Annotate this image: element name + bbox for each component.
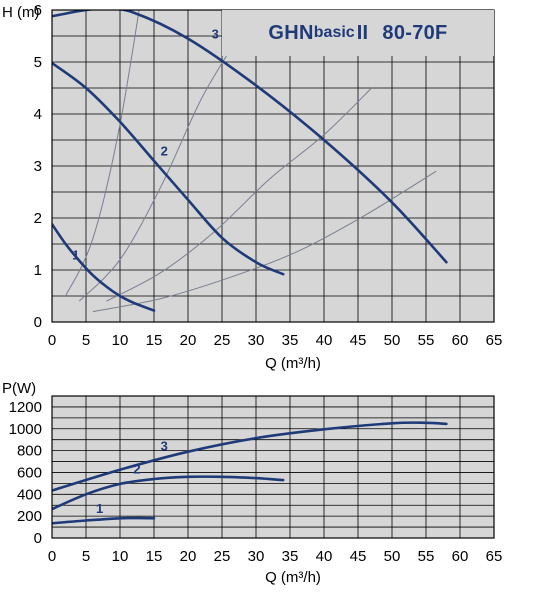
panel1-y-tick-label: 2 [34,210,42,227]
panel1-y-tick-label: 1 [34,262,42,279]
panel2-x-tick-label: 60 [452,548,469,565]
panel1-series-3-label: 3 [212,27,219,42]
panel2-y-tick-label: 400 [17,486,42,503]
panel2-x-tick-label: 0 [48,548,56,565]
panel2-x-tick-label: 35 [282,548,299,565]
panel2-x-tick-label: 65 [486,548,503,565]
title-model-a: GHN [268,21,314,44]
panel1-x-tick-label: 65 [486,332,503,349]
panel2-x-tick-label: 50 [384,548,401,565]
panel1-series-2-label: 2 [161,144,168,159]
chart-title: GHN basic II 80-70F [222,10,494,56]
panel2-series-3-curve [52,421,448,492]
panel1-x-axis-label: Q (m³/h) [265,355,321,372]
panel2-x-tick-label: 20 [180,548,197,565]
panel2-x-tick-label: 30 [248,548,265,565]
panel1-x-tick-label: 55 [418,332,435,349]
panel2-y-tick-label: 1000 [9,421,42,438]
panel1-y-axis-label: H (m) [2,4,40,21]
title-model-b: basic [313,24,355,41]
panel2-series-1-label: 1 [96,501,103,516]
panel1-x-tick-label: 35 [282,332,299,349]
panel2-x-axis-label: Q (m³/h) [265,569,321,586]
panel2-y-tick-label: 600 [17,464,42,481]
system-curve [78,35,240,302]
panel1-y-tick-label: 4 [34,106,42,123]
panel1-y-tick-label: 6 [34,2,42,19]
panel2-x-tick-label: 55 [418,548,435,565]
panel1-y-tick-label: 5 [34,54,42,71]
panel2-y-tick-label: 1200 [9,399,42,416]
panel1-x-tick-label: 10 [112,332,129,349]
panel1-series-2-curve [52,61,285,276]
panel1-x-tick-label: 0 [48,332,56,349]
panel1-x-tick-label: 45 [350,332,367,349]
panel2-series-2-label: 2 [133,462,140,477]
panel1-x-tick-label: 40 [316,332,333,349]
panel2-x-tick-label: 5 [82,548,90,565]
panel2-y-tick-label: 800 [17,443,42,460]
panel2-series-3-label: 3 [161,439,168,454]
system-curve [92,170,437,313]
panel2-series-1-curve [52,516,156,525]
panel2-y-axis-label: P(W) [2,380,36,397]
panel2-y-tick-label: 0 [34,530,42,547]
title-model-c: II [356,21,369,44]
panel2-y-tick-label: 200 [17,508,42,525]
panel2-plot-area [52,396,494,538]
panel1-x-tick-label: 25 [214,332,231,349]
panel2-series-2-curve [52,475,285,511]
panel1-series-1-label: 1 [72,248,79,263]
panel1-x-tick-label: 30 [248,332,265,349]
panel1-series-3-curve [52,10,448,264]
title-model-d: 80-70F [382,21,448,44]
panel2-x-tick-label: 45 [350,548,367,565]
panel2-x-tick-label: 25 [214,548,231,565]
panel1-x-tick-label: 60 [452,332,469,349]
panel1-y-tick-label: 3 [34,158,42,175]
panel1-x-tick-label: 5 [82,332,90,349]
system-curve [106,87,372,302]
panel2-x-tick-label: 15 [146,548,163,565]
panel1-x-tick-label: 50 [384,332,401,349]
panel1-x-tick-label: 20 [180,332,197,349]
panel1-y-tick-label: 0 [34,314,42,331]
panel2-plot-frame [51,395,495,539]
panel1-series-1-curve [52,222,156,312]
panel2-x-tick-label: 10 [112,548,129,565]
panel1-x-tick-label: 15 [146,332,163,349]
panel2-x-tick-label: 40 [316,548,333,565]
